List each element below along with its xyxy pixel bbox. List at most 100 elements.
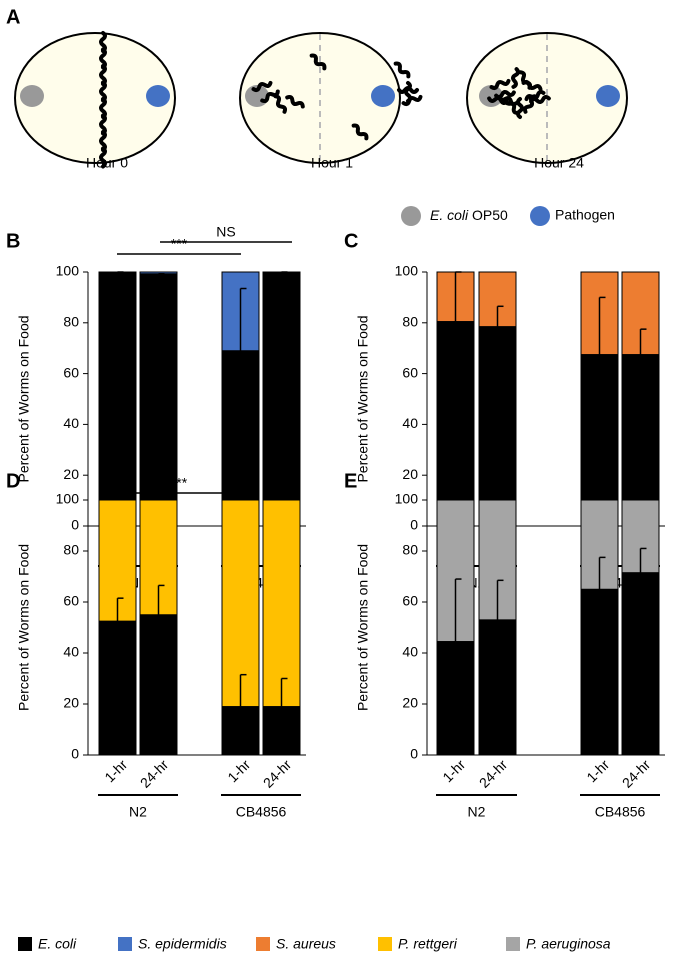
y-tick-label: 60 [63, 593, 79, 609]
bar-segment [262, 499, 301, 708]
error-bar [116, 597, 124, 622]
worm [393, 61, 411, 79]
y-tick-label: 60 [63, 364, 79, 380]
significance-label: NS [216, 224, 235, 240]
worm [99, 31, 107, 53]
y-tick-label: 0 [410, 517, 418, 533]
error-bar [598, 556, 606, 590]
x-tick-label: 1-hr [583, 756, 612, 785]
worm [99, 113, 107, 136]
panel-letter: E [344, 470, 357, 492]
bar-segment [221, 350, 260, 527]
panel-letter: A [6, 6, 20, 28]
legend-label: Pathogen [555, 207, 615, 223]
worm [489, 78, 511, 91]
ecoli-spot [479, 85, 503, 107]
plate-label: Hour 0 [86, 155, 128, 171]
y-tick-label: 0 [410, 746, 418, 762]
legend-species: E. coli [430, 207, 469, 223]
worm [487, 96, 509, 106]
legend-strain: OP50 [472, 207, 508, 223]
error-bar [454, 578, 462, 642]
worm [518, 70, 533, 90]
legend-swatch [401, 206, 421, 226]
legend-label: P. aeruginosa [526, 936, 611, 952]
worm [285, 94, 305, 109]
error-bar [496, 579, 504, 620]
error-bar [496, 305, 504, 327]
worm [99, 97, 107, 119]
worm [273, 94, 288, 114]
y-tick-label: 80 [402, 542, 418, 558]
error-bar [639, 547, 647, 573]
x-tick-label: 24-hr [476, 756, 511, 791]
worm [404, 81, 412, 103]
y-tick-label: 40 [402, 415, 418, 431]
legend-label: E. coli OP50 [430, 207, 508, 223]
panel-letter: B [6, 230, 20, 252]
bar-segment [436, 321, 475, 527]
y-tick-label: 0 [71, 517, 79, 533]
pathogen-spot [596, 85, 620, 107]
error-bar [239, 673, 247, 707]
bar-segment [262, 706, 301, 756]
bar-segment [621, 572, 660, 756]
bar-segment [139, 273, 178, 527]
bar-segment [139, 614, 178, 756]
y-tick-label: 80 [402, 314, 418, 330]
y-tick-label: 100 [56, 491, 80, 507]
worm [99, 64, 107, 86]
bar-segment [621, 354, 660, 527]
legend-swatch [118, 937, 132, 951]
plate-label: Hour 1 [311, 155, 353, 171]
worm [99, 47, 107, 70]
legend-label: S. epidermidis [138, 936, 227, 952]
x-tick-label: 24-hr [619, 756, 654, 791]
bar-segment [580, 588, 619, 756]
y-tick-label: 40 [63, 644, 79, 660]
group-label: CB4856 [595, 804, 646, 820]
worm [529, 94, 551, 104]
y-axis-label: Percent of Worms on Food [355, 315, 371, 482]
y-axis-label: Percent of Worms on Food [16, 544, 32, 711]
bar-segment [262, 271, 301, 527]
group-label: CB4856 [236, 804, 287, 820]
y-axis-label: Percent of Worms on Food [16, 315, 32, 482]
worm [309, 53, 327, 71]
legend-swatch [18, 937, 32, 951]
plate-label: Hour 24 [534, 155, 584, 171]
y-tick-label: 60 [402, 364, 418, 380]
bar-segment [98, 271, 137, 527]
worm [99, 146, 107, 169]
group-label: N2 [129, 804, 147, 820]
y-tick-label: 100 [56, 263, 80, 279]
worm [511, 67, 521, 89]
legend-swatch [506, 937, 520, 951]
plate [239, 32, 401, 164]
legend-swatch [530, 206, 550, 226]
significance-label: *** [171, 236, 188, 252]
bar-segment [436, 641, 475, 756]
worm [401, 94, 423, 107]
bar-segment [478, 326, 517, 527]
x-tick-label: 1-hr [224, 756, 253, 785]
y-tick-label: 0 [71, 746, 79, 762]
legend-label: E. coli [38, 936, 77, 952]
panel-letter: C [344, 230, 358, 252]
worm [99, 80, 107, 103]
y-tick-label: 40 [63, 415, 79, 431]
panel-letter: D [6, 470, 20, 492]
y-tick-label: 80 [63, 314, 79, 330]
significance-label: *** [171, 475, 188, 491]
y-tick-label: 20 [402, 695, 418, 711]
y-tick-label: 100 [395, 263, 419, 279]
legend-label: S. aureus [276, 936, 336, 952]
error-bar [598, 296, 606, 355]
y-tick-label: 40 [402, 644, 418, 660]
legend-swatch [256, 937, 270, 951]
legend-label: P. rettgeri [398, 936, 458, 952]
error-bar [454, 271, 462, 322]
ecoli-spot [20, 85, 44, 107]
error-bar [639, 328, 647, 355]
